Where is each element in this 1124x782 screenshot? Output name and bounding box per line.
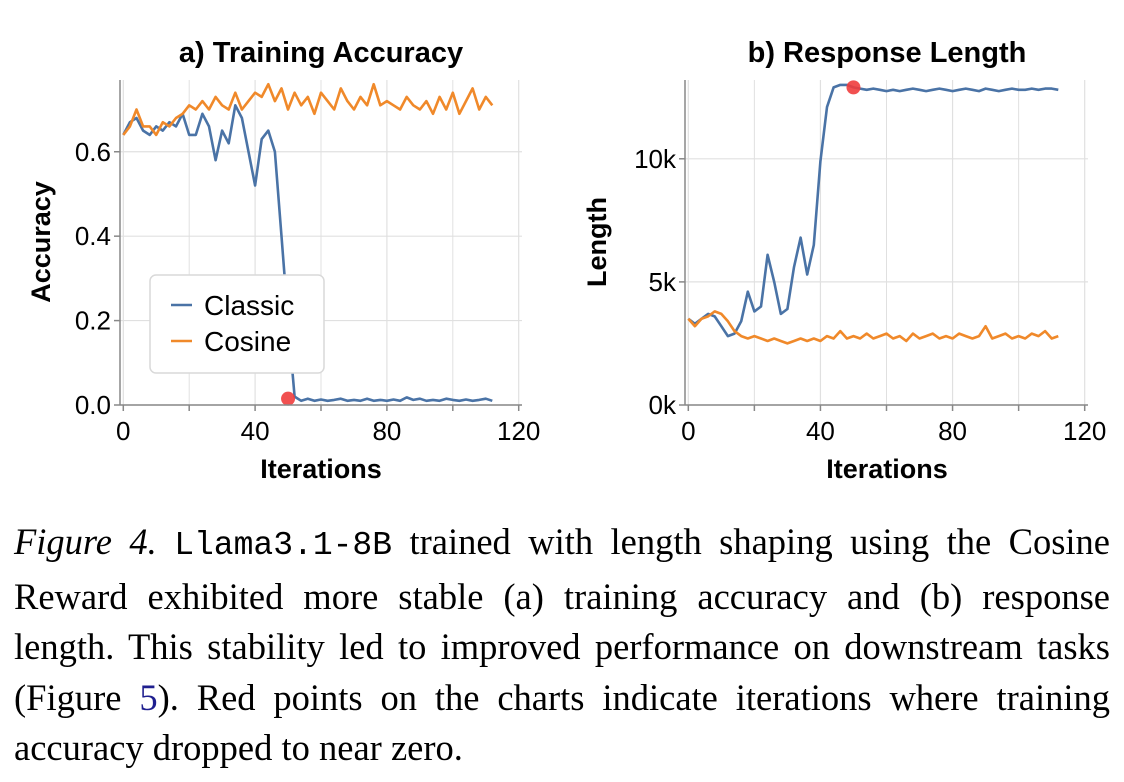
response-length-chart: b) Response Length 0 40 80 120 0k 5k 10k Itera… [582,37,1106,484]
legend: Classic Cosine [149,274,325,374]
series-line-classic [687,83,1059,338]
chart-a-xlabel: Iterations [260,454,382,484]
x-tick-label: 40 [241,416,270,446]
figure-caption: Figure 4. Llama3.1-8B trained with lengt… [14,517,1110,774]
chart-b-grid [685,80,1088,406]
chart-b-lines [687,80,1059,345]
x-tick-label: 0 [116,416,130,446]
caption-text-2: ). Red points on the charts indicate ite… [14,676,1111,769]
legend-cosine-label: Cosine [204,326,291,357]
y-tick-label: 0.4 [75,221,111,251]
red-point-marker [281,391,296,406]
chart-b-title: b) Response Length [748,37,1027,69]
y-tick-label: 0.2 [75,306,111,336]
chart-b-xlabel: Iterations [826,454,948,484]
y-tick-label: 5k [649,267,677,297]
y-tick-label: 0.0 [75,390,111,420]
red-point-marker [846,80,861,95]
y-tick-label: 10k [634,144,677,174]
x-tick-label: 40 [806,416,835,446]
chart-a-ylabel: Accuracy [26,181,56,303]
legend-classic-label: Classic [204,290,294,321]
caption-text-1: trained with length shaping using the Co… [14,521,1110,718]
legend-box [149,274,325,374]
chart-b-ylabel: Length [582,197,612,287]
chart-a-title: a) Training Accuracy [179,37,463,69]
series-line-classic [122,104,493,403]
caption-figure-label: Figure 4. [14,521,157,562]
training-accuracy-chart: a) Training Accuracy 0 40 80 120 0.0 0.2 0.4 0.… [26,37,540,484]
x-tick-label: 120 [497,416,540,446]
x-tick-label: 0 [681,416,695,446]
caption-figure-ref[interactable]: 5 [139,676,158,718]
x-tick-label: 120 [1063,416,1106,446]
series-line-cosine [122,82,494,137]
x-tick-label: 80 [938,416,967,446]
series-line-cosine [687,310,1059,345]
chart-b-ticks: 0 40 80 120 0k 5k 10k [634,144,1106,446]
chart-a-ticks: 0 40 80 120 0.0 0.2 0.4 0.6 [75,137,541,446]
y-tick-label: 0k [649,390,677,420]
y-tick-label: 0.6 [75,137,111,167]
figure-4-charts: a) Training Accuracy 0 40 80 120 0.0 0.2 0.4 0.… [26,37,1106,484]
chart-a-lines [122,82,494,406]
caption-model-name: Llama3.1-8B [174,527,393,564]
x-tick-label: 80 [372,416,401,446]
